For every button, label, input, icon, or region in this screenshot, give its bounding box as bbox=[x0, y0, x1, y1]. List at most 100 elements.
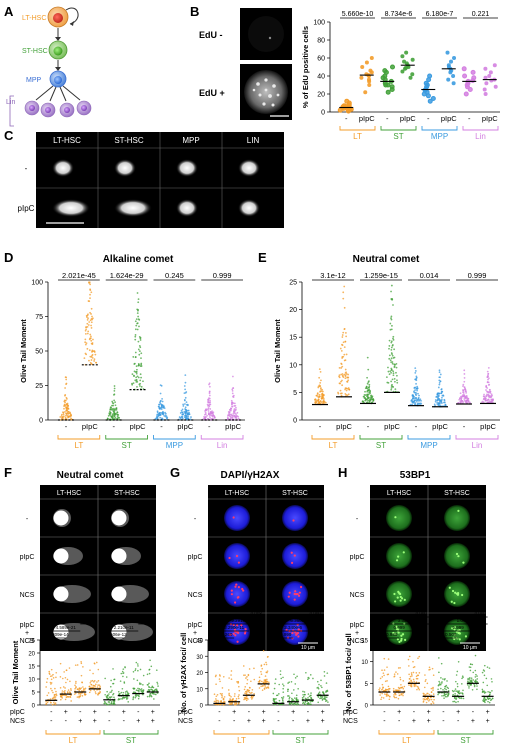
gh2ax-group-label: ST bbox=[295, 736, 305, 745]
gh2ax-y-tick-label: 30 bbox=[196, 655, 203, 661]
edu-point bbox=[430, 96, 436, 101]
neutral-f-point bbox=[93, 689, 95, 691]
gh2ax-point bbox=[268, 681, 270, 684]
bp1-focus bbox=[453, 628, 456, 631]
gh2ax-point bbox=[274, 701, 276, 704]
bp1-focus bbox=[399, 595, 402, 599]
neutral-f-point bbox=[84, 694, 87, 696]
neutral-f-point bbox=[55, 690, 57, 693]
gh2ax-point bbox=[323, 698, 325, 700]
gh2ax-point bbox=[280, 677, 283, 680]
alk-point bbox=[139, 365, 142, 367]
gh2ax-focus bbox=[235, 583, 238, 586]
neutral-f-point bbox=[64, 698, 67, 701]
bp1-pipc-sign: - bbox=[413, 709, 416, 716]
bp1-point bbox=[457, 700, 459, 703]
alk-point bbox=[211, 415, 214, 418]
neu-point bbox=[319, 400, 322, 402]
neu-point bbox=[460, 400, 463, 403]
neutral-f-point bbox=[97, 679, 100, 682]
neutral-f-pipc-sign: - bbox=[50, 709, 53, 716]
alk-point bbox=[184, 388, 187, 391]
gh2ax-point bbox=[307, 678, 309, 681]
edu-point bbox=[471, 75, 477, 81]
bp1-point bbox=[474, 676, 477, 678]
alk-group-label: MPP bbox=[166, 441, 183, 450]
neutral-f-point bbox=[148, 672, 151, 675]
alk-group-label: Lin bbox=[217, 441, 228, 450]
alk-point bbox=[137, 301, 140, 304]
neutral-f-pvalue: 3.309e-14 bbox=[48, 632, 69, 637]
neu-x-tick-label: pIpC bbox=[336, 422, 352, 431]
alk-point bbox=[91, 354, 93, 357]
bp1-ncs-sign: + bbox=[412, 718, 416, 725]
neu-point bbox=[481, 400, 484, 403]
alk-point bbox=[112, 404, 115, 407]
neutral-f-point bbox=[54, 702, 57, 704]
bp1-point bbox=[408, 684, 410, 686]
bp1-focus bbox=[456, 637, 459, 640]
gh2ax-row-label-ncs: NCS bbox=[178, 718, 193, 725]
bp1-point bbox=[379, 694, 381, 696]
neutral-f-point bbox=[157, 685, 159, 687]
neutral-f-y-tick-label: 20 bbox=[28, 652, 35, 658]
alk-point bbox=[184, 408, 187, 411]
alk-point bbox=[158, 403, 160, 406]
gh2ax-point bbox=[244, 698, 246, 700]
bp1-point bbox=[409, 675, 412, 678]
bp1-point bbox=[474, 654, 477, 657]
neu-point bbox=[391, 344, 394, 347]
gh2ax-point bbox=[244, 692, 246, 695]
neutral-f-point bbox=[140, 683, 142, 685]
gh2ax-point bbox=[297, 699, 299, 701]
gh2ax-point bbox=[293, 673, 295, 676]
gh2ax-point bbox=[297, 703, 300, 706]
bp1-point bbox=[445, 684, 448, 687]
edu-point bbox=[367, 83, 372, 87]
gh2ax-focus bbox=[242, 589, 245, 592]
gh2ax-point bbox=[320, 679, 322, 682]
bp1-ncs-sign: + bbox=[427, 718, 431, 725]
panel-letter-f: F bbox=[4, 465, 12, 480]
gh2ax-point bbox=[260, 664, 263, 666]
edu-y-tick-label: 100 bbox=[313, 20, 325, 27]
neu-point bbox=[338, 367, 341, 369]
neutral-f-point bbox=[52, 691, 54, 694]
alk-point bbox=[88, 359, 90, 362]
edu-neg-dot bbox=[268, 36, 272, 40]
neu-point bbox=[339, 389, 342, 392]
neu-point bbox=[343, 285, 346, 288]
edu-group-label: MPP bbox=[431, 132, 448, 141]
neutral-f-y-tick-label: 5 bbox=[32, 691, 36, 697]
gh2ax-point bbox=[253, 667, 255, 670]
neutral-f-point bbox=[135, 694, 137, 696]
gh2ax-point bbox=[238, 694, 240, 696]
neutral-f-point bbox=[91, 686, 93, 689]
gh2ax-point bbox=[243, 688, 246, 691]
gh2ax-focus bbox=[240, 624, 243, 627]
alk-point bbox=[137, 376, 140, 379]
neutral-f-point bbox=[62, 677, 64, 680]
gh2ax-point bbox=[227, 689, 230, 691]
bp1-point bbox=[461, 692, 463, 694]
alk-point bbox=[138, 350, 141, 353]
alk-y-tick-label: 50 bbox=[35, 349, 43, 356]
neu-point bbox=[367, 393, 370, 396]
alk-x-tick-label: pIpC bbox=[177, 422, 193, 431]
gh2ax-point bbox=[263, 679, 266, 681]
alk-point bbox=[161, 397, 163, 400]
alk-point bbox=[154, 417, 157, 420]
neutral-f-point bbox=[92, 672, 94, 675]
bp1-point bbox=[439, 682, 441, 684]
gh2ax-focus bbox=[290, 551, 293, 554]
neu-point bbox=[483, 393, 485, 396]
gh2ax-focus bbox=[299, 585, 303, 589]
gh2ax-point bbox=[228, 694, 230, 696]
neu-point bbox=[388, 373, 391, 376]
neu-point bbox=[344, 359, 347, 362]
bp1-focus bbox=[396, 596, 399, 599]
neu-point bbox=[391, 298, 394, 300]
neutral-f-point bbox=[84, 689, 86, 691]
bp1-point bbox=[456, 670, 459, 673]
bp1-point bbox=[476, 675, 478, 677]
